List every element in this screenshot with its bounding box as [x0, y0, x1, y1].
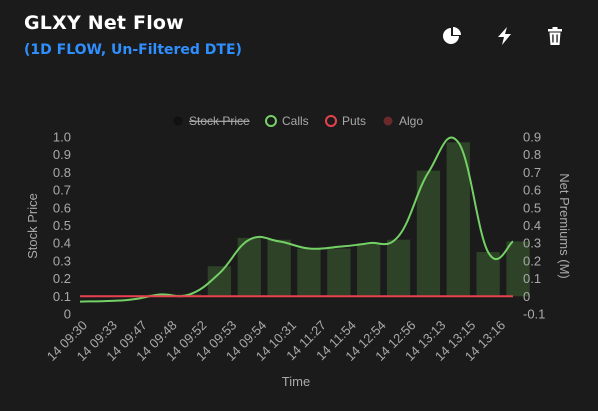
trash-icon [548, 27, 562, 45]
left-tick-label: 0.5 [53, 218, 71, 233]
left-tick-label: 0.1 [53, 289, 71, 304]
bar-5 [237, 237, 261, 297]
legend-item-algo[interactable]: Algo [383, 114, 423, 128]
legend-label: Calls [282, 114, 309, 128]
legend-label: Puts [342, 114, 366, 128]
y-axis-right-title: Net Premiums (M) [557, 173, 572, 278]
pie-chart-button[interactable] [440, 24, 464, 48]
left-tick-label: 0.7 [53, 183, 71, 198]
right-tick-label: -0.1 [523, 307, 545, 322]
left-tick-label: 1.0 [53, 130, 71, 145]
left-tick-label: 0 [64, 307, 71, 322]
right-tick-label: 0.6 [523, 183, 541, 198]
bar-8 [327, 248, 351, 297]
bar-7 [297, 248, 321, 297]
chart-subtitle: (1D FLOW, Un-Filtered DTE) [24, 42, 242, 58]
left-tick-label: 0.4 [53, 236, 71, 251]
bar-14 [506, 241, 530, 297]
left-tick-label: 0.3 [53, 253, 71, 268]
bar-13 [476, 252, 500, 297]
legend-label: Stock Price [189, 114, 250, 128]
right-tick-label: 0.9 [523, 130, 541, 145]
left-tick-label: 0.8 [53, 165, 71, 180]
right-tick-label: 0.2 [523, 253, 541, 268]
right-tick-label: 0 [523, 289, 530, 304]
x-axis-title: Time [282, 374, 310, 389]
chart-title: GLXY Net Flow [24, 12, 184, 34]
legend-item-calls[interactable]: Calls [265, 114, 309, 128]
right-tick-label: 0.4 [523, 218, 541, 233]
left-tick-label: 0.6 [53, 200, 71, 215]
bar-10 [386, 239, 411, 297]
left-tick-label: 0.9 [53, 147, 71, 162]
bar-12 [446, 142, 470, 297]
lightning-bolt-icon [498, 27, 511, 45]
y-axis-left-title: Stock Price [25, 193, 40, 259]
right-tick-label: 0.7 [523, 165, 541, 180]
bar-9 [357, 243, 381, 297]
delete-button[interactable] [543, 24, 567, 48]
right-tick-label: 0.1 [523, 271, 541, 286]
legend-item-puts[interactable]: Puts [325, 114, 366, 128]
bar-6 [267, 239, 291, 297]
lightning-button[interactable] [493, 24, 517, 48]
bar-4 [207, 266, 231, 297]
bar-11 [416, 170, 441, 297]
legend-marker [383, 116, 393, 126]
ticks-layer: 0 0.1 0.2 0.3 0.4 0.5 0.6 0.7 0.8 0.9 1.0 -0.1 0 0.1 0… [44, 130, 546, 364]
pie-chart-icon [443, 27, 461, 44]
legend-label: Algo [399, 114, 423, 128]
right-tick-label: 0.3 [523, 236, 541, 251]
right-tick-label: 0.5 [523, 200, 541, 215]
legend-item-stock-price[interactable]: Stock Price [173, 114, 250, 128]
bars-layer [148, 142, 530, 297]
right-tick-label: 0.8 [523, 147, 541, 162]
left-tick-label: 0.2 [53, 271, 71, 286]
legend[interactable]: Stock Price Calls Puts Algo [173, 114, 423, 128]
legend-marker [265, 115, 277, 127]
legend-marker [325, 115, 337, 127]
lines-layer [79, 136, 514, 303]
legend-marker [173, 116, 183, 126]
series-line-calls [79, 136, 514, 303]
